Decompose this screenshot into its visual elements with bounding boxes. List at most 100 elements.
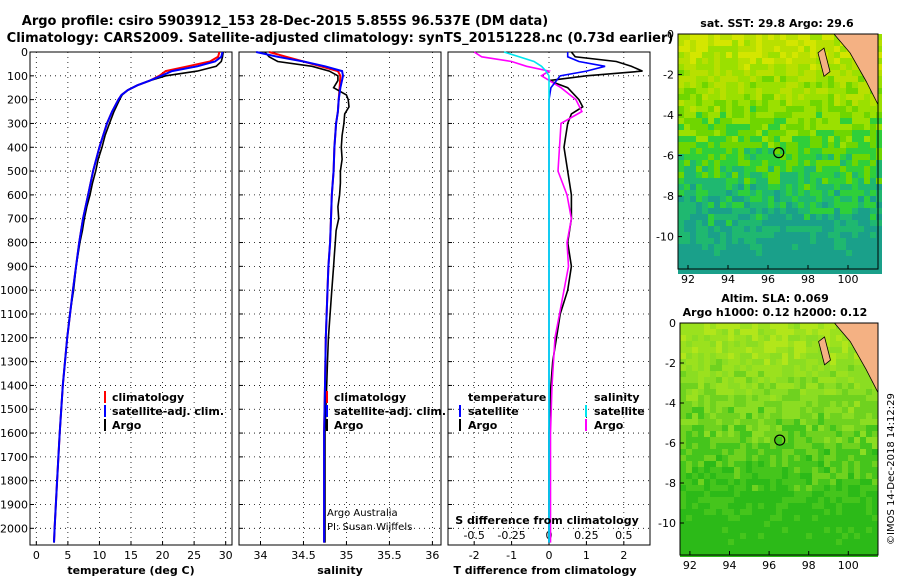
map-cell (702, 70, 708, 76)
map-cell (746, 437, 752, 443)
map-cell (768, 70, 774, 76)
map-cell (830, 365, 836, 371)
map-cell (684, 76, 690, 82)
map-cell (702, 208, 708, 214)
map-cell (800, 527, 806, 533)
map-cell (752, 527, 758, 533)
map-cell (758, 449, 764, 455)
salinity-legend: climatology satellite-adj. clim. Argo (326, 391, 446, 432)
map-cell (750, 244, 756, 250)
map-cell (720, 184, 726, 190)
map-cell (758, 521, 764, 527)
map-cell (696, 118, 702, 124)
map-cell (794, 467, 800, 473)
map-cell (752, 539, 758, 545)
map-cell (792, 106, 798, 112)
map-cell (794, 515, 800, 521)
map-cell (812, 347, 818, 353)
map-cell (774, 124, 780, 130)
map-cell (714, 268, 720, 274)
map-cell (746, 455, 752, 461)
map-cell (800, 551, 806, 557)
map-cell (774, 106, 780, 112)
map-cell (860, 521, 866, 527)
map-cell (722, 359, 728, 365)
map-cell (822, 214, 828, 220)
x-tick-label: 35.5 (377, 549, 402, 562)
map-cell (840, 232, 846, 238)
map-cell (840, 238, 846, 244)
map-cell (794, 389, 800, 395)
map-cell (780, 208, 786, 214)
map-cell (686, 359, 692, 365)
map-cell (690, 160, 696, 166)
map-cell (852, 94, 858, 100)
map-cell (752, 353, 758, 359)
map-cell (786, 208, 792, 214)
map-cell (708, 40, 714, 46)
map-cell (866, 455, 872, 461)
map-cell (726, 208, 732, 214)
map-cell (804, 184, 810, 190)
map-cell (854, 515, 860, 521)
map-cell (842, 449, 848, 455)
map-cell (716, 437, 722, 443)
map-cell (860, 467, 866, 473)
map-cell (770, 401, 776, 407)
map-cell (828, 70, 834, 76)
map-cell (858, 118, 864, 124)
map-cell (732, 112, 738, 118)
map-cell (726, 250, 732, 256)
map-cell (744, 166, 750, 172)
map-cell (776, 431, 782, 437)
map-cell (744, 88, 750, 94)
map-cell (824, 365, 830, 371)
map-cell (810, 184, 816, 190)
map-cell (710, 371, 716, 377)
map-cell (822, 208, 828, 214)
map-cell (720, 124, 726, 130)
map-cell (870, 130, 876, 136)
map-cell (800, 497, 806, 503)
map-cell (704, 551, 710, 557)
map-cell (680, 509, 686, 515)
map-cell (848, 425, 854, 431)
map-cell (836, 407, 842, 413)
map-cell (854, 479, 860, 485)
map-cell (764, 491, 770, 497)
map-cell (858, 214, 864, 220)
map-cell (690, 82, 696, 88)
map-cell (678, 70, 684, 76)
map-cell (812, 455, 818, 461)
map-cell (704, 491, 710, 497)
map-cell (746, 341, 752, 347)
map-cell (696, 106, 702, 112)
map-cell (764, 473, 770, 479)
map-cell (758, 365, 764, 371)
map-cell (774, 226, 780, 232)
map-cell (836, 377, 842, 383)
map-cell (858, 82, 864, 88)
map-cell (722, 425, 728, 431)
map-cell (864, 142, 870, 148)
map-cell (774, 208, 780, 214)
map-cell (740, 455, 746, 461)
map-cell (834, 70, 840, 76)
map-cell (782, 509, 788, 515)
map-cell (734, 323, 740, 329)
map-cell (848, 365, 854, 371)
map-cell (756, 64, 762, 70)
map-cell (750, 154, 756, 160)
map-cell (828, 250, 834, 256)
map-cell (840, 184, 846, 190)
map-cell (756, 208, 762, 214)
lat-tick-label: -6 (665, 437, 676, 450)
map-cell (788, 485, 794, 491)
map-cell (786, 100, 792, 106)
map-cell (752, 425, 758, 431)
map-cell (696, 208, 702, 214)
map-cell (830, 389, 836, 395)
map-cell (786, 34, 792, 40)
map-cell (690, 232, 696, 238)
map-cell (710, 551, 716, 557)
